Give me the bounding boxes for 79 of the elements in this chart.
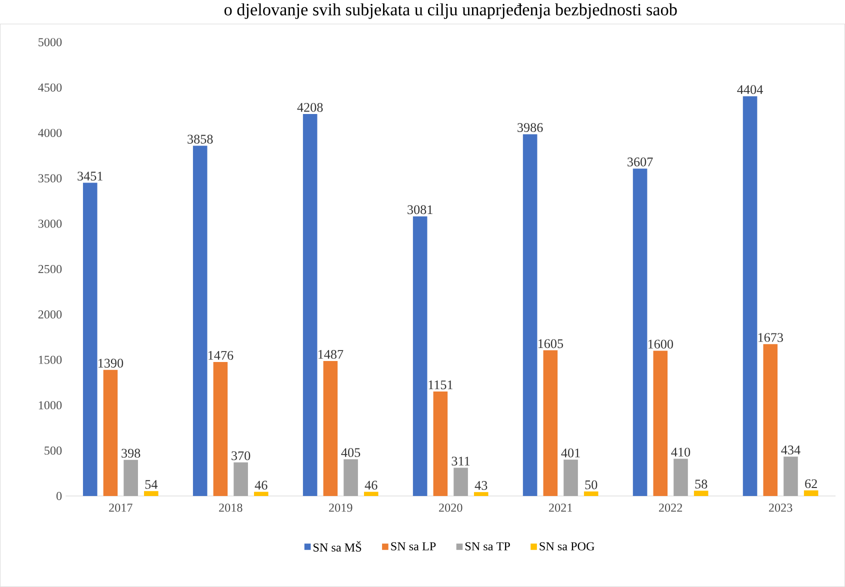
bar: [784, 456, 798, 496]
bar: [82, 182, 98, 496]
bar: [474, 492, 488, 496]
bar: [234, 462, 248, 496]
x-tick-label: 2018: [219, 504, 242, 512]
x-tick-label: 2019: [329, 504, 352, 512]
bar: [364, 492, 378, 496]
y-tick-label: 4000: [38, 128, 62, 138]
bar: [213, 362, 228, 496]
data-label: 46: [364, 480, 378, 490]
data-label: 62: [805, 479, 817, 488]
data-label: 311: [452, 456, 470, 466]
bar: [653, 350, 668, 496]
y-tick-label: 1000: [38, 401, 62, 410]
y-tick-label: 500: [44, 446, 62, 455]
y-tick-label: 2000: [38, 310, 62, 319]
chart-title: o djelovanje svih subjekata u cilju unaprjeđenja bezbjednosti saob: [224, 3, 677, 19]
y-tick-label: 0: [56, 492, 62, 500]
x-tick-label: 2020: [439, 504, 462, 512]
bar: [543, 350, 558, 496]
data-label: 46: [254, 480, 268, 490]
data-label: 370: [232, 451, 250, 460]
data-label: 1390: [98, 358, 124, 368]
y-tick-label: 5000: [38, 38, 62, 46]
y-tick-label: 2500: [38, 265, 62, 274]
bar: [323, 361, 338, 496]
y-tick-label: 3000: [38, 220, 62, 228]
data-label: 398: [122, 448, 140, 458]
data-label: 3081: [408, 205, 432, 214]
data-label: 3858: [188, 134, 213, 144]
y-tick-label: 3500: [38, 174, 62, 182]
legend-label: SN sa POG: [540, 542, 594, 550]
data-label: 43: [474, 481, 488, 490]
y-tick-label: 1500: [38, 356, 62, 364]
bar: [103, 370, 118, 496]
legend-label: SN sa MŠ: [314, 541, 362, 552]
data-label: 401: [561, 448, 580, 458]
data-label: 434: [781, 446, 800, 454]
legend-label: SN sa LP: [391, 542, 436, 550]
bar: [344, 459, 358, 496]
data-label: 1600: [648, 340, 674, 349]
x-tick-label: 2017: [109, 504, 132, 512]
data-label: 1151: [428, 380, 453, 390]
bar: [694, 490, 708, 496]
bar: [144, 491, 158, 496]
bar: [522, 134, 538, 496]
data-label: 54: [145, 480, 158, 489]
bar: [564, 460, 578, 496]
data-label: 1487: [318, 350, 344, 359]
data-label: 50: [585, 480, 598, 490]
bar: [763, 344, 778, 496]
bar: [433, 392, 448, 496]
bar: [742, 96, 758, 496]
bar: [804, 490, 818, 496]
data-label: 405: [341, 448, 360, 458]
data-label: 3607: [628, 158, 653, 166]
bar: [412, 216, 428, 496]
data-label: 410: [671, 448, 690, 457]
x-tick-label: 2023: [768, 504, 792, 512]
data-label: 3986: [518, 123, 543, 132]
data-label: 4404: [737, 85, 763, 94]
data-label: 1605: [538, 339, 564, 348]
legend-label: SN sa TP: [465, 542, 510, 550]
data-label: 1476: [208, 350, 234, 360]
bar: [192, 146, 208, 496]
bar: [124, 460, 138, 496]
y-tick-label: 4500: [38, 83, 62, 92]
data-label: 4208: [297, 102, 323, 112]
bar: [632, 168, 648, 496]
data-label: 58: [695, 480, 708, 489]
x-tick-label: 2021: [549, 504, 572, 512]
bar: [454, 468, 468, 496]
bar: [302, 114, 318, 496]
x-tick-label: 2022: [659, 504, 682, 512]
data-label: 3451: [78, 172, 102, 181]
bar: [674, 458, 688, 496]
bar: [254, 492, 268, 496]
bar: [584, 491, 598, 496]
data-label: 1673: [758, 333, 783, 342]
